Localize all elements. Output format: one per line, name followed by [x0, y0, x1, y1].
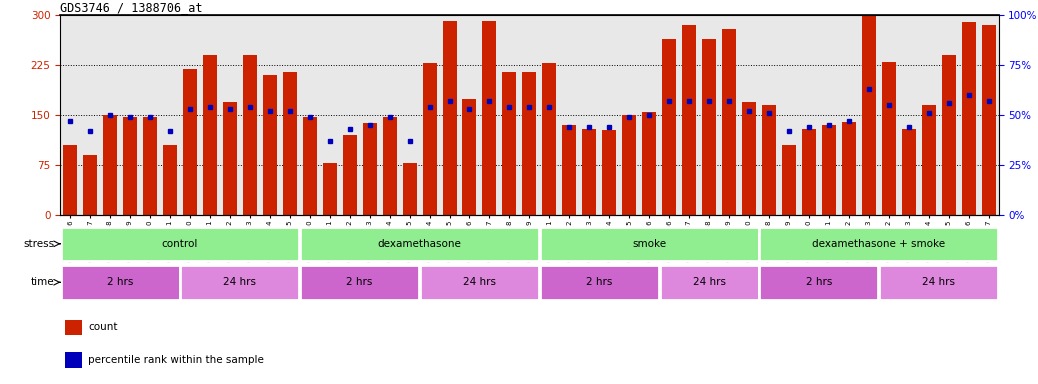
Text: percentile rank within the sample: percentile rank within the sample: [88, 355, 265, 365]
Text: 2 hrs: 2 hrs: [107, 277, 133, 287]
Bar: [223, 102, 237, 215]
Bar: [582, 129, 596, 215]
Bar: [540, 265, 659, 300]
Text: GDS3746 / 1388706_at: GDS3746 / 1388706_at: [60, 1, 202, 14]
Bar: [300, 265, 419, 300]
Bar: [403, 163, 416, 215]
Bar: [742, 102, 756, 215]
Text: control: control: [162, 239, 198, 249]
Bar: [203, 55, 217, 215]
Bar: [622, 115, 636, 215]
Bar: [60, 265, 180, 300]
Bar: [540, 227, 759, 261]
Bar: [383, 116, 397, 215]
Text: smoke: smoke: [632, 239, 666, 249]
Bar: [263, 75, 277, 215]
Bar: [502, 72, 516, 215]
Bar: [65, 352, 82, 368]
Bar: [702, 39, 716, 215]
Text: 24 hrs: 24 hrs: [692, 277, 726, 287]
Bar: [543, 63, 556, 215]
Bar: [881, 62, 896, 215]
Bar: [362, 123, 377, 215]
Bar: [563, 125, 576, 215]
Bar: [143, 116, 157, 215]
Bar: [522, 72, 537, 215]
Bar: [65, 319, 82, 335]
Text: 24 hrs: 24 hrs: [463, 277, 496, 287]
Text: 24 hrs: 24 hrs: [922, 277, 955, 287]
Bar: [643, 112, 656, 215]
Bar: [682, 25, 696, 215]
Bar: [300, 227, 539, 261]
Bar: [760, 265, 878, 300]
Bar: [343, 135, 357, 215]
Bar: [103, 115, 117, 215]
Bar: [463, 99, 476, 215]
Bar: [842, 122, 855, 215]
Bar: [961, 22, 976, 215]
Text: 2 hrs: 2 hrs: [805, 277, 832, 287]
Bar: [323, 163, 336, 215]
Bar: [442, 21, 457, 215]
Bar: [83, 155, 98, 215]
Bar: [659, 265, 759, 300]
Bar: [760, 227, 999, 261]
Text: time: time: [30, 277, 54, 287]
Bar: [60, 227, 299, 261]
Bar: [922, 105, 935, 215]
Bar: [902, 129, 916, 215]
Bar: [181, 265, 299, 300]
Text: 2 hrs: 2 hrs: [347, 277, 373, 287]
Bar: [303, 116, 317, 215]
Text: dexamethasone + smoke: dexamethasone + smoke: [812, 239, 946, 249]
Bar: [982, 25, 995, 215]
Text: 2 hrs: 2 hrs: [586, 277, 612, 287]
Bar: [722, 29, 736, 215]
Bar: [163, 145, 177, 215]
Bar: [243, 55, 256, 215]
Bar: [124, 116, 137, 215]
Bar: [420, 265, 539, 300]
Text: count: count: [88, 322, 118, 333]
Bar: [762, 105, 776, 215]
Bar: [483, 21, 496, 215]
Bar: [802, 129, 816, 215]
Bar: [822, 125, 836, 215]
Text: 24 hrs: 24 hrs: [223, 277, 256, 287]
Text: stress: stress: [23, 239, 54, 249]
Bar: [282, 72, 297, 215]
Bar: [183, 69, 197, 215]
Bar: [63, 145, 77, 215]
Bar: [862, 15, 876, 215]
Bar: [602, 130, 617, 215]
Bar: [879, 265, 999, 300]
Bar: [662, 39, 676, 215]
Text: dexamethasone: dexamethasone: [378, 239, 462, 249]
Bar: [782, 145, 796, 215]
Bar: [941, 55, 956, 215]
Bar: [422, 63, 437, 215]
